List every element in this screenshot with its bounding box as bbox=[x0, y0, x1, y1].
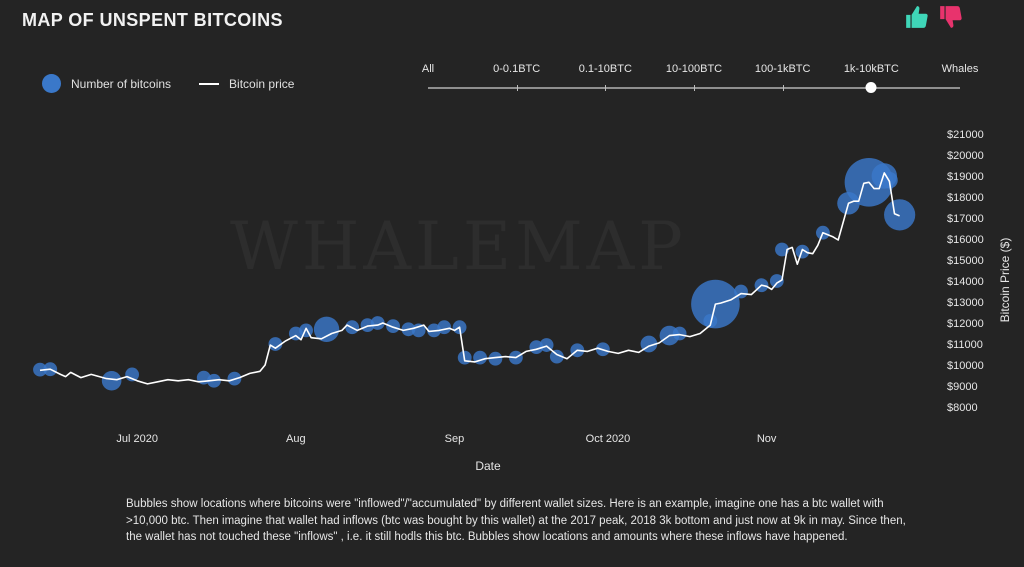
legend-bubbles-label: Number of bitcoins bbox=[71, 76, 172, 91]
slider-tick bbox=[694, 85, 695, 91]
y-tick-label: $10000 bbox=[947, 360, 984, 372]
x-tick-label: Sep bbox=[445, 433, 465, 445]
y-tick-label: $17000 bbox=[947, 213, 984, 225]
filter-option-6[interactable]: Whales bbox=[941, 63, 979, 75]
watermark: WHALEMAP bbox=[230, 208, 687, 285]
bubble-44[interactable] bbox=[884, 199, 916, 231]
x-tick-label: Aug bbox=[286, 433, 306, 445]
y-axis-ticks: $8000 $9000 $10000 $11000 $12000 $13000 $14000… bbox=[947, 129, 984, 414]
bubble-9[interactable] bbox=[299, 323, 313, 338]
legend-line-label: Bitcoin price bbox=[229, 76, 295, 91]
legend-line-swatch bbox=[199, 82, 220, 85]
filter-option-1[interactable]: 0-0.1BTC bbox=[493, 63, 541, 75]
bubble-2[interactable] bbox=[101, 370, 122, 391]
bubble-18[interactable] bbox=[437, 320, 452, 335]
x-tick-label: Jul 2020 bbox=[116, 433, 158, 445]
filter-option-5[interactable]: 1k-10kBTC bbox=[843, 63, 899, 75]
y-tick-label: $14000 bbox=[947, 276, 984, 288]
y-tick-label: $9000 bbox=[947, 381, 978, 393]
bubble-12[interactable] bbox=[360, 318, 375, 332]
x-axis-ticks: Jul 2020 Aug Sep Oct 2020 Nov bbox=[116, 433, 776, 445]
slider-tick bbox=[782, 85, 784, 91]
slider-tick bbox=[605, 85, 607, 91]
bubble-7[interactable] bbox=[268, 337, 283, 351]
bubble-10[interactable] bbox=[313, 316, 340, 342]
bubble-22[interactable] bbox=[488, 351, 503, 366]
legend-bubble-swatch bbox=[42, 74, 61, 93]
feedback-buttons bbox=[904, 4, 964, 30]
bubble-37[interactable] bbox=[775, 242, 789, 257]
bubble-26[interactable] bbox=[549, 349, 564, 364]
x-tick-label: Nov bbox=[757, 433, 777, 445]
thumbs-up-icon[interactable] bbox=[904, 4, 930, 30]
y-axis-label: Bitcoin Price ($) bbox=[998, 238, 1012, 323]
description-text: Bubbles show locations where bitcoins we… bbox=[126, 498, 906, 543]
y-tick-label: $13000 bbox=[947, 297, 984, 309]
filter-option-4[interactable]: 100-1kBTC bbox=[754, 63, 811, 75]
y-tick-label: $11000 bbox=[947, 339, 983, 351]
x-tick-label: Oct 2020 bbox=[586, 433, 631, 445]
page-title: MAP OF UNSPENT BITCOINS bbox=[22, 10, 283, 30]
bubble-13[interactable] bbox=[370, 316, 385, 330]
slider-thumb[interactable] bbox=[865, 82, 877, 93]
filter-option-2[interactable]: 0.1-10BTC bbox=[578, 63, 632, 75]
filter-option-0[interactable]: All bbox=[421, 63, 435, 75]
y-tick-label: $18000 bbox=[947, 192, 984, 204]
y-tick-label: $20000 bbox=[947, 150, 984, 162]
bubble-36[interactable] bbox=[769, 274, 784, 288]
bubble-16[interactable] bbox=[411, 323, 426, 338]
y-tick-label: $12000 bbox=[947, 318, 984, 330]
price-line bbox=[39, 172, 900, 385]
wallet-size-slider[interactable]: All 0-0.1BTC 0.1-10BTC 10-100BTC 100-1kBTC 1k… bbox=[410, 60, 990, 100]
bubble-14[interactable] bbox=[386, 319, 400, 334]
bubble-31[interactable] bbox=[672, 326, 687, 341]
slider-tick bbox=[516, 85, 518, 91]
y-tick-label: $21000 bbox=[947, 129, 984, 141]
filter-option-3[interactable]: 10-100BTC bbox=[665, 63, 723, 75]
chart-legend: Number of bitcoins Bitcoin price bbox=[42, 74, 294, 93]
thumbs-down-icon[interactable] bbox=[938, 4, 964, 30]
x-axis-label: Date bbox=[475, 459, 501, 473]
y-tick-label: $15000 bbox=[947, 255, 984, 267]
y-tick-label: $19000 bbox=[947, 171, 984, 183]
y-tick-label: $8000 bbox=[947, 402, 978, 414]
y-tick-label: $16000 bbox=[947, 234, 984, 246]
